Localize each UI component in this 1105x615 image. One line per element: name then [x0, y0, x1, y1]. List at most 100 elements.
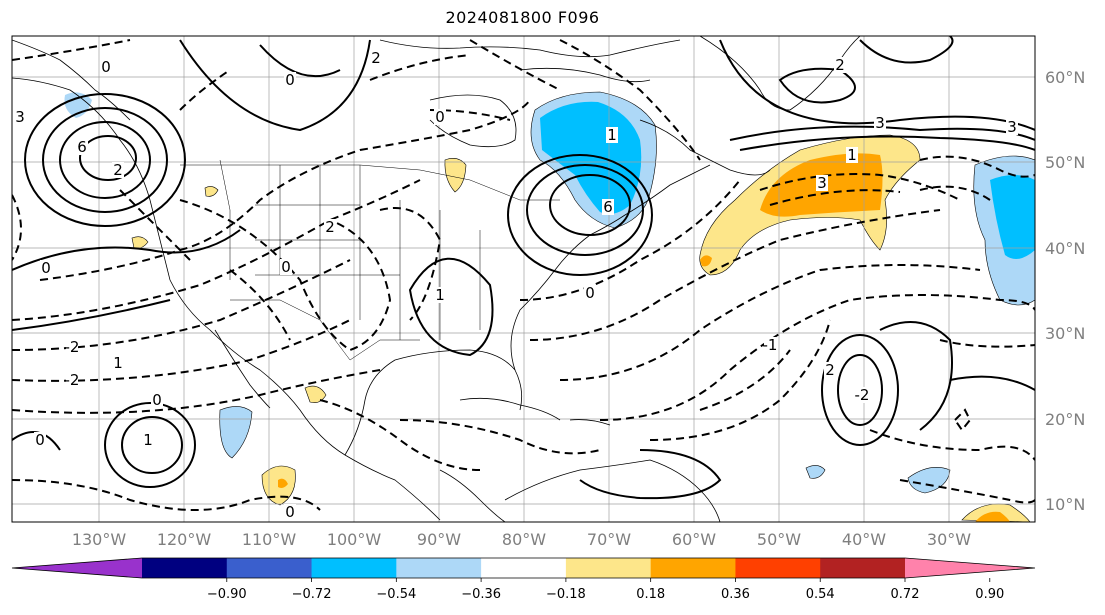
contour-label-bg [324, 219, 336, 235]
colorbar-tick-label: 0.18 [636, 587, 665, 602]
colorbar-tick-label: −0.72 [292, 587, 332, 602]
latitude-label: 10°N [1045, 495, 1085, 514]
longitude-label: 30°W [927, 530, 971, 549]
contour-label: 0 [435, 108, 445, 126]
contour-label-bg [34, 432, 46, 448]
longitude-label: 130°W [72, 530, 127, 549]
contour-label-bg [370, 50, 382, 66]
latitude-labels: 60°N 50°N 40°N 30°N 20°N 10°N [1045, 68, 1085, 514]
contour-label: 0 [285, 71, 295, 89]
contour-label-bg [816, 175, 828, 191]
longitude-labels: 130°W 120°W 110°W 100°W 90°W 80°W 70°W 60°W 50°W… [72, 530, 971, 549]
contour-label-bg [874, 115, 886, 131]
longitude-label: 60°W [672, 530, 716, 549]
contour-label-bg [764, 337, 776, 353]
contour-label-bg [66, 339, 78, 355]
contour-label: 0 [285, 503, 295, 521]
contour-label: 0 [41, 259, 51, 277]
latitude-label: 40°N [1045, 239, 1085, 258]
contour-label-bg [76, 139, 88, 155]
contour-label: 6 [77, 138, 87, 156]
contour-label: -1 [763, 336, 778, 354]
latitude-label: 30°N [1045, 324, 1085, 343]
contour-label: 1 [113, 354, 123, 372]
contour-label: 0 [585, 284, 595, 302]
latitude-label: 20°N [1045, 410, 1085, 429]
colorbar-tick-label: 0.36 [721, 587, 750, 602]
contour-label-bg [584, 285, 596, 301]
positive-anomaly-rockies [204, 186, 219, 197]
colorbar-segment [565, 558, 652, 578]
contour-label: 6 [603, 198, 613, 216]
contour-label: 1 [435, 286, 445, 304]
contour-label: 2 [113, 161, 123, 179]
contour-label: 2 [371, 49, 381, 67]
contour-label-bg [602, 199, 614, 215]
shaded-anomalies [64, 91, 1035, 522]
contour-label: 0 [152, 391, 162, 409]
contour-label-bg [14, 109, 26, 125]
latitude-label: 60°N [1045, 68, 1085, 87]
longitude-label: 90°W [417, 530, 461, 549]
contour-label: 2 [825, 361, 835, 379]
contour-label: 0 [35, 431, 45, 449]
colorbar-tick-label: −0.36 [461, 587, 501, 602]
contour-label-bg [606, 127, 618, 143]
longitude-label: 100°W [327, 530, 382, 549]
colorbar-tick-label: 0.90 [975, 587, 1004, 602]
contour-label-bg [834, 57, 846, 73]
colorbar-segment [311, 558, 397, 578]
positive-anomaly-greatlakes [444, 158, 467, 193]
colorbar-outline [11, 557, 1036, 579]
longitude-label: 110°W [242, 530, 297, 549]
longitude-label: 70°W [587, 530, 631, 549]
contour-label-bg [1006, 119, 1018, 135]
map-title: 2024081800 F096 [445, 8, 600, 27]
colorbar-segment [481, 558, 567, 578]
longitude-label: 50°W [757, 530, 801, 549]
colorbar-extend-high [905, 558, 1035, 578]
contour-label: -2 [855, 386, 870, 404]
longitude-label: 40°W [842, 530, 886, 549]
colorbar-tick-label: 0.54 [806, 587, 835, 602]
colorbar-segment [142, 558, 228, 578]
contour-label-bg [824, 362, 836, 378]
contour-label-bg [280, 259, 292, 275]
colorbar-tick-label: 0.72 [891, 587, 920, 602]
contour-label-bg [112, 162, 124, 178]
contour-label: 3 [15, 108, 25, 126]
contour-label-bg [856, 387, 868, 403]
contour-label: 3 [875, 114, 885, 132]
contour-label: 3 [817, 174, 827, 192]
dashed-contours [12, 39, 1035, 511]
colorbar-segment [396, 558, 482, 578]
colorbar-tick-label: −0.90 [207, 587, 247, 602]
negative-anomaly-mexico [219, 406, 253, 459]
contour-label-bg [100, 59, 112, 75]
contour-label-bg [846, 147, 858, 163]
longitude-label: 120°W [157, 530, 212, 549]
contour-label: 1 [143, 431, 153, 449]
negative-anomaly-small [805, 465, 826, 479]
contour-label: 3 [1007, 118, 1017, 136]
contour-label: -2 [65, 338, 80, 356]
positive-anomaly-southeast-core [975, 511, 1010, 522]
contour-label: 1 [847, 146, 857, 164]
colorbar-extend-low [12, 558, 142, 578]
colorbar-tick-label: −0.18 [546, 587, 586, 602]
contour-label-bg [434, 287, 446, 303]
contour-label-bg [284, 72, 296, 88]
contour-label: 0 [281, 258, 291, 276]
political-borders [180, 159, 560, 361]
colorbar-segment [650, 558, 736, 578]
colorbar-segment [735, 558, 821, 578]
contour-label: 2 [325, 218, 335, 236]
contour-label-bg [284, 504, 296, 520]
contour-label-bg [40, 260, 52, 276]
positive-anomaly-pacific-core [278, 478, 288, 488]
contour-label-bg [112, 355, 124, 371]
latitude-label: 50°N [1045, 153, 1085, 172]
negative-anomaly-atlantic-strong [990, 175, 1035, 259]
